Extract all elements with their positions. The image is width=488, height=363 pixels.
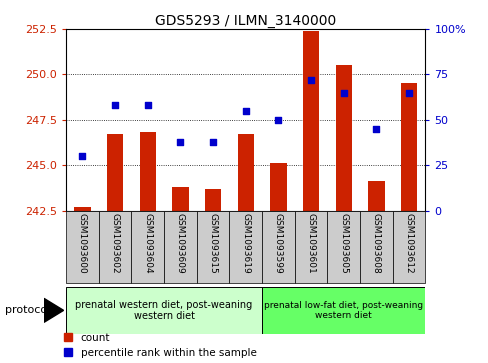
- Text: GSM1093599: GSM1093599: [273, 213, 283, 273]
- FancyBboxPatch shape: [392, 211, 425, 283]
- FancyBboxPatch shape: [196, 211, 229, 283]
- Bar: [74, 207, 90, 211]
- Point: [176, 139, 184, 144]
- Point: [372, 126, 380, 132]
- Text: GSM1093615: GSM1093615: [208, 213, 217, 273]
- FancyBboxPatch shape: [327, 211, 359, 283]
- FancyBboxPatch shape: [99, 211, 131, 283]
- FancyBboxPatch shape: [131, 211, 163, 283]
- Point: [111, 102, 119, 108]
- FancyBboxPatch shape: [163, 211, 196, 283]
- Bar: [367, 182, 384, 211]
- Point: [274, 117, 282, 123]
- Bar: [335, 65, 351, 211]
- Legend: count, percentile rank within the sample: count, percentile rank within the sample: [64, 333, 256, 358]
- Text: GSM1093601: GSM1093601: [306, 213, 315, 273]
- Point: [242, 108, 249, 114]
- FancyBboxPatch shape: [262, 287, 425, 334]
- Bar: [400, 83, 416, 211]
- Bar: [204, 189, 221, 211]
- FancyBboxPatch shape: [294, 211, 327, 283]
- Text: GSM1093608: GSM1093608: [371, 213, 380, 273]
- Point: [209, 139, 217, 144]
- Text: GSM1093604: GSM1093604: [143, 213, 152, 273]
- Text: GSM1093602: GSM1093602: [110, 213, 119, 273]
- Text: GSM1093609: GSM1093609: [176, 213, 184, 273]
- FancyBboxPatch shape: [66, 211, 99, 283]
- FancyBboxPatch shape: [262, 211, 294, 283]
- Point: [405, 90, 412, 95]
- Point: [306, 77, 314, 83]
- FancyBboxPatch shape: [229, 211, 262, 283]
- Text: protocol: protocol: [5, 305, 50, 315]
- Text: prenatal western diet, post-weaning
western diet: prenatal western diet, post-weaning west…: [75, 299, 252, 321]
- Text: prenatal low-fat diet, post-weaning
western diet: prenatal low-fat diet, post-weaning west…: [264, 301, 423, 320]
- Text: GSM1093600: GSM1093600: [78, 213, 87, 273]
- Text: GSM1093619: GSM1093619: [241, 213, 250, 273]
- Point: [143, 102, 151, 108]
- Point: [78, 153, 86, 159]
- Text: GSM1093605: GSM1093605: [339, 213, 347, 273]
- FancyBboxPatch shape: [359, 211, 392, 283]
- Text: GSM1093612: GSM1093612: [404, 213, 413, 273]
- Bar: [172, 187, 188, 211]
- Bar: [139, 132, 156, 211]
- Bar: [302, 31, 319, 211]
- Point: [339, 90, 347, 95]
- Bar: [237, 134, 253, 211]
- Bar: [270, 163, 286, 211]
- Title: GDS5293 / ILMN_3140000: GDS5293 / ILMN_3140000: [155, 14, 336, 28]
- FancyBboxPatch shape: [66, 287, 262, 334]
- Polygon shape: [44, 298, 63, 322]
- Bar: [107, 134, 123, 211]
